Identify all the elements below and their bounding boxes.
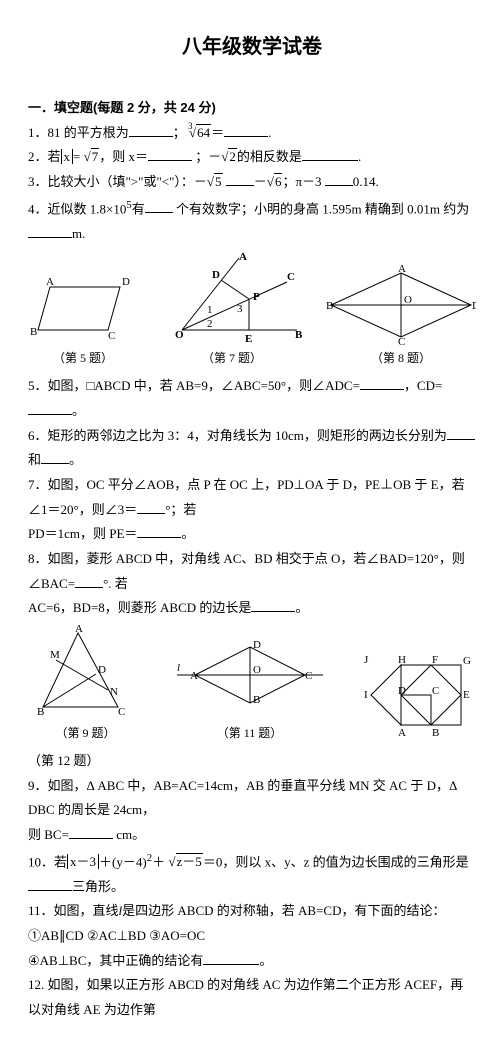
svg-text:E: E [245,333,252,345]
svg-text:A: A [398,265,406,275]
svg-text:2: 2 [207,318,213,330]
q12: 12. 如图，如果以正方形 ABCD 的对角线 AC 为边作第二个正方形 ACE… [28,973,476,1022]
svg-text:A: A [75,625,83,635]
svg-text:A: A [398,727,406,739]
svg-text:C: C [118,706,125,718]
svg-text:O: O [404,294,412,306]
cap12-line: （第 12 题） [28,749,476,774]
q6: 6．矩形的两邻边之比为 3：4，对角线长为 10cm，则矩形的两边长分别为和。 [28,424,476,473]
q4: 4．近似数 1.8×105有 个有效数字；小明的身高 1.595m 精确到 0.… [28,195,476,247]
q9: 9．如图，Δ ABC 中，AB=AC=14cm，AB 的垂直平分线 MN 交 A… [28,774,476,848]
svg-text:G: G [463,655,471,667]
svg-text:C: C [432,685,439,697]
svg-text:O: O [253,664,261,676]
svg-text:C: C [398,336,405,345]
svg-text:B: B [432,727,439,739]
svg-text:F: F [432,654,438,666]
svg-text:O: O [175,329,184,341]
svg-text:H: H [398,654,406,666]
q11: 11．如图，直线l是四边形 ABCD 的对称轴，若 AB=CD，有下面的结论：①… [28,899,476,973]
fig8: A B C D O （第 8 题） [326,265,476,370]
fig-row-1: A D B C （第 5 题） A O B C D E P 1 2 3 （第 7… [28,250,476,370]
fig12: A B C D E F G H I J [356,650,476,745]
svg-text:D: D [212,269,220,281]
doc-title: 八年级数学试卷 [28,28,476,66]
svg-text:D: D [398,685,406,697]
svg-text:A: A [46,276,54,288]
fig-row-2: A B C M D N （第 9 题） l A B C D O （第 11 题） [28,625,476,745]
svg-text:B: B [30,326,37,338]
svg-text:B: B [253,694,260,706]
svg-text:I: I [364,689,368,701]
fig9: A B C M D N （第 9 题） [28,625,143,745]
q10: 10．若x－3＋(y－4)2＋ z－5＝0，则以 x、y、z 的值为边长围成的三… [28,848,476,900]
svg-text:N: N [110,686,118,698]
q3: 3．比较大小（填">"或"<"）：－5 －6；π－3 0.14. [28,170,476,195]
svg-text:1: 1 [207,304,213,316]
svg-text:D: D [253,639,261,651]
svg-text:l: l [177,662,180,674]
svg-text:C: C [108,330,115,342]
svg-text:J: J [364,654,369,666]
q2: 2．若x= 7，则 x＝ ；－2的相反数是. [28,145,476,170]
svg-text:A: A [239,251,247,263]
svg-text:M: M [50,649,60,661]
q8: 8．如图，菱形 ABCD 中，对角线 AC、BD 相交于点 O，若∠BAD=12… [28,547,476,621]
q5: 5．如图，□ABCD 中，若 AB=9，∠ABC=50°，则∠ADC=，CD=。 [28,374,476,423]
fig7: A O B C D E P 1 2 3 （第 7 题） [157,250,307,370]
q7: 7．如图，OC 平分∠AOB，点 P 在 OC 上，PD⊥OA 于 D，PE⊥O… [28,473,476,547]
svg-text:E: E [463,689,470,701]
svg-text:A: A [190,670,198,682]
svg-text:B: B [326,300,333,312]
svg-text:3: 3 [237,303,243,315]
svg-text:C: C [305,670,312,682]
fig11: l A B C D O （第 11 题） [175,635,325,745]
q1: 1．81 的平方根为； 364＝. [28,121,476,146]
svg-text:C: C [287,271,295,283]
section-title: 一．填空题(每题 2 分，共 24 分) [28,96,476,121]
svg-text:D: D [98,664,106,676]
svg-text:B: B [295,329,303,341]
fig5: A D B C （第 5 题） [28,275,138,370]
svg-text:D: D [472,300,476,312]
svg-text:B: B [37,706,44,718]
svg-text:D: D [122,276,130,288]
svg-text:P: P [253,291,260,303]
